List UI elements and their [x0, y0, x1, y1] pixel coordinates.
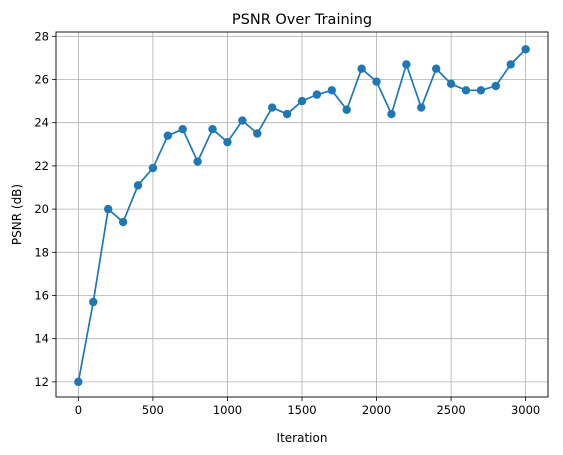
y-tick-label: 12 — [34, 375, 49, 389]
data-point — [253, 129, 262, 138]
data-point — [446, 79, 456, 89]
chart-title: PSNR Over Training — [232, 12, 372, 28]
y-axis-label: PSNR (dB) — [10, 184, 24, 245]
y-tick-label: 18 — [34, 245, 49, 259]
data-point — [476, 86, 486, 95]
x-tick-label: 500 — [142, 403, 164, 417]
data-point — [208, 124, 217, 134]
data-point — [327, 86, 337, 95]
data-point — [387, 109, 396, 119]
data-point — [89, 297, 98, 307]
y-tick-label: 24 — [34, 116, 49, 130]
data-point — [521, 45, 530, 54]
x-tick-label: 1500 — [287, 403, 316, 417]
data-point — [133, 181, 143, 190]
data-point — [312, 90, 322, 99]
data-point — [461, 86, 471, 95]
data-point — [342, 105, 351, 114]
y-tick-label: 22 — [34, 159, 49, 173]
x-tick-label: 0 — [75, 403, 82, 417]
data-point — [223, 137, 232, 147]
x-tick-label: 2500 — [436, 403, 465, 417]
data-point — [74, 377, 83, 387]
data-point — [238, 116, 247, 125]
data-point — [163, 131, 173, 140]
data-point — [282, 109, 292, 119]
data-point — [506, 60, 515, 69]
y-tick-label: 26 — [34, 73, 49, 87]
data-point — [193, 157, 202, 166]
data-point — [402, 60, 411, 69]
data-point — [178, 124, 187, 134]
data-point — [417, 103, 426, 112]
y-tick-label: 16 — [34, 288, 49, 302]
data-point — [431, 64, 441, 73]
x-tick-label: 1000 — [213, 403, 242, 417]
data-point — [372, 77, 381, 86]
x-tick-label: 3000 — [511, 403, 540, 417]
data-point — [491, 81, 501, 91]
data-point — [103, 204, 113, 214]
y-tick-label: 28 — [34, 29, 49, 43]
series-layer — [74, 45, 530, 387]
y-tick-label: 20 — [34, 202, 49, 216]
data-point — [118, 217, 128, 227]
data-point — [357, 64, 366, 73]
ticks: 0 500 1000 1500 2000 2500 3000 12 14 16 18 20 22 24 26… — [34, 29, 540, 417]
x-tick-label: 2000 — [362, 403, 391, 417]
x-axis-label: Iteration — [277, 431, 328, 445]
data-point — [148, 163, 158, 173]
y-tick-label: 14 — [34, 332, 49, 346]
grid — [56, 32, 548, 397]
data-point — [267, 103, 277, 112]
data-point — [297, 96, 307, 106]
